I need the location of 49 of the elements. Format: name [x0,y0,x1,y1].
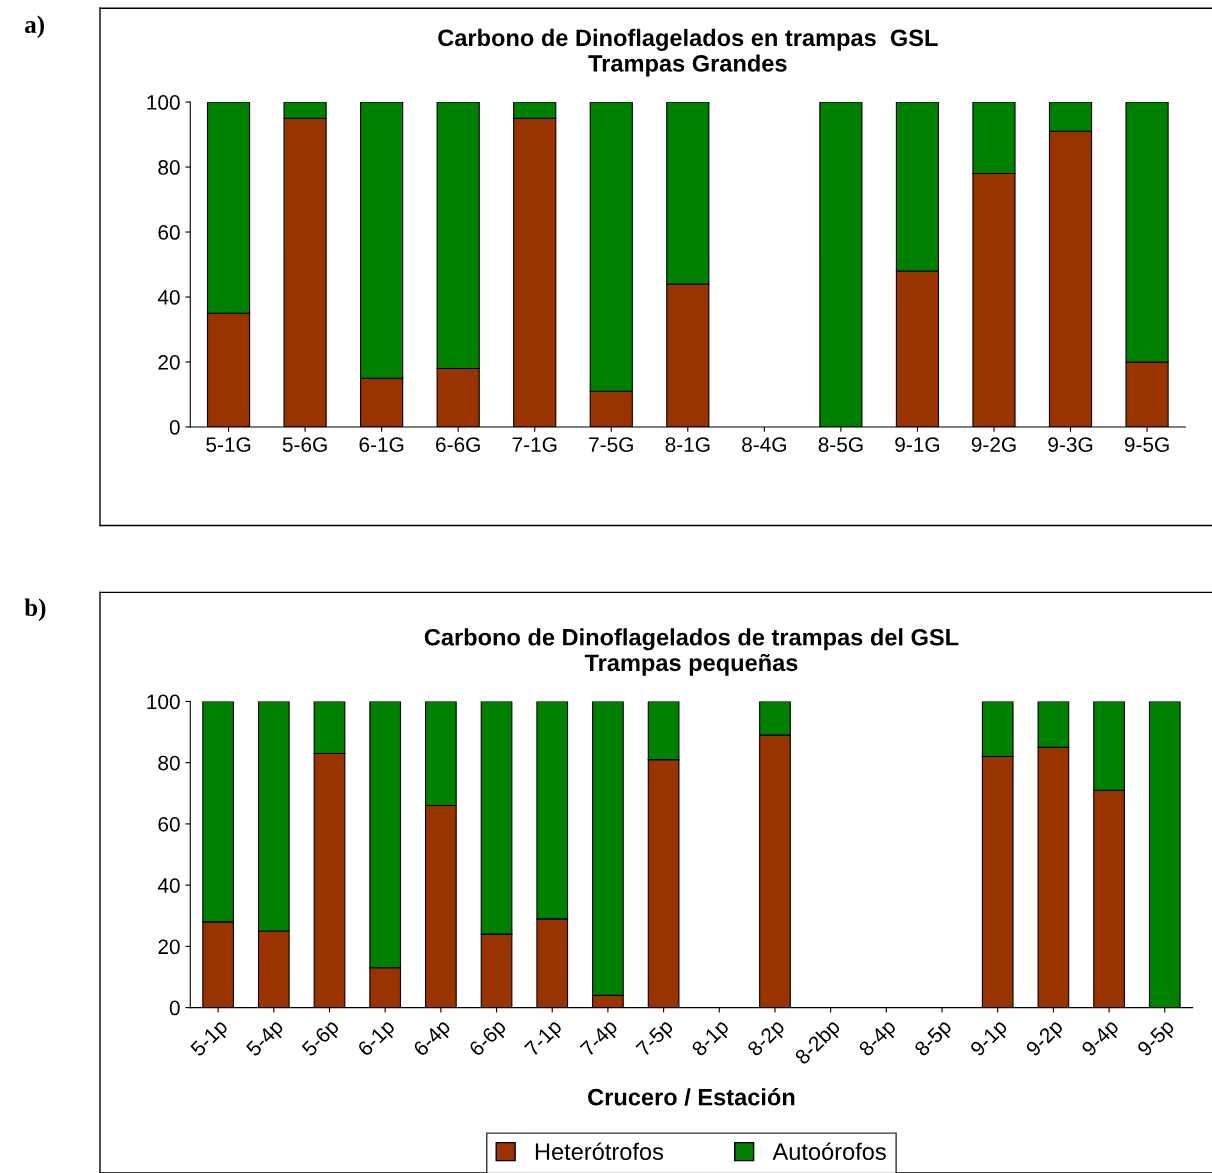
x-tick-label: 9-5G [1124,437,1169,452]
x-tick-label: 9-3G [1048,437,1093,452]
text: a) [25,15,44,39]
legend-label: Autoórofos [772,1142,886,1161]
text: b) [24,598,46,622]
x-tick-label: 7-5G [589,437,633,452]
y-tick-label: 80 [158,160,180,175]
y-tick-label: 100 [147,95,180,110]
chart-title: Carbono de Dinoflagelados en trampas GSL Trampas Grandes [438,28,938,77]
x-tick-label: 7-4p [579,1018,622,1060]
x-tick-label: 5-1p [189,1018,232,1060]
chart-title: Carbono de Dinoflagelados de trampas del GSL Trampas pequeñas [424,628,959,676]
x-tick-label: 8-2p [746,1018,789,1060]
x-tick-label: 9-4p [1080,1018,1123,1060]
y-tick-label: 0 [169,419,180,435]
x-tick-label: 6-6G [436,437,480,452]
x-tick-label: 6-1G [359,437,404,452]
y-tick-label: 40 [157,290,180,305]
x-tick-label: 5-1G [206,437,251,452]
x-tick-label: 8-1p [690,1018,733,1060]
x-tick-label: 5-6p [300,1018,343,1060]
x-tick-label: 8-1G [665,437,710,452]
x-tick-label: 8-5p [913,1018,956,1060]
y-tick-label: 80 [158,755,180,771]
y-tick-label: 20 [158,354,180,370]
x-tick-label: 5-6G [282,437,327,452]
x-tick-label: 8-4p [857,1018,900,1060]
y-tick-label: 60 [158,816,180,832]
y-tick-label: 60 [158,225,180,240]
x-tick-label: 7-5p [635,1018,677,1060]
x-tick-label: 9-2p [1024,1018,1067,1060]
y-tick-label: 40 [157,878,180,893]
x-tick-label: 7-1p [524,1018,566,1060]
x-tick-label: 9-1G [895,437,940,452]
x-tick-label: 5-4p [245,1018,287,1060]
y-tick-label: 100 [147,694,180,710]
x-tick-label: 8-5G [818,437,863,452]
legend-label: Heterótrofos [535,1142,664,1161]
x-tick-label: 6-4p [412,1018,454,1060]
x-tick-label: 8-4G [742,437,786,452]
x-tick-label: 6-6p [468,1018,510,1060]
x-axis-title: Crucero / Estación [588,1087,795,1106]
x-tick-label: 9-5p [1136,1018,1178,1060]
x-tick-label: 9-2G [971,437,1016,452]
x-tick-label: 9-1p [969,1018,1011,1060]
x-tick-label: 6-1p [356,1018,399,1060]
y-tick-label: 20 [158,939,180,955]
y-tick-label: 0 [169,1000,180,1016]
x-tick-label: 7-1G [512,437,557,452]
